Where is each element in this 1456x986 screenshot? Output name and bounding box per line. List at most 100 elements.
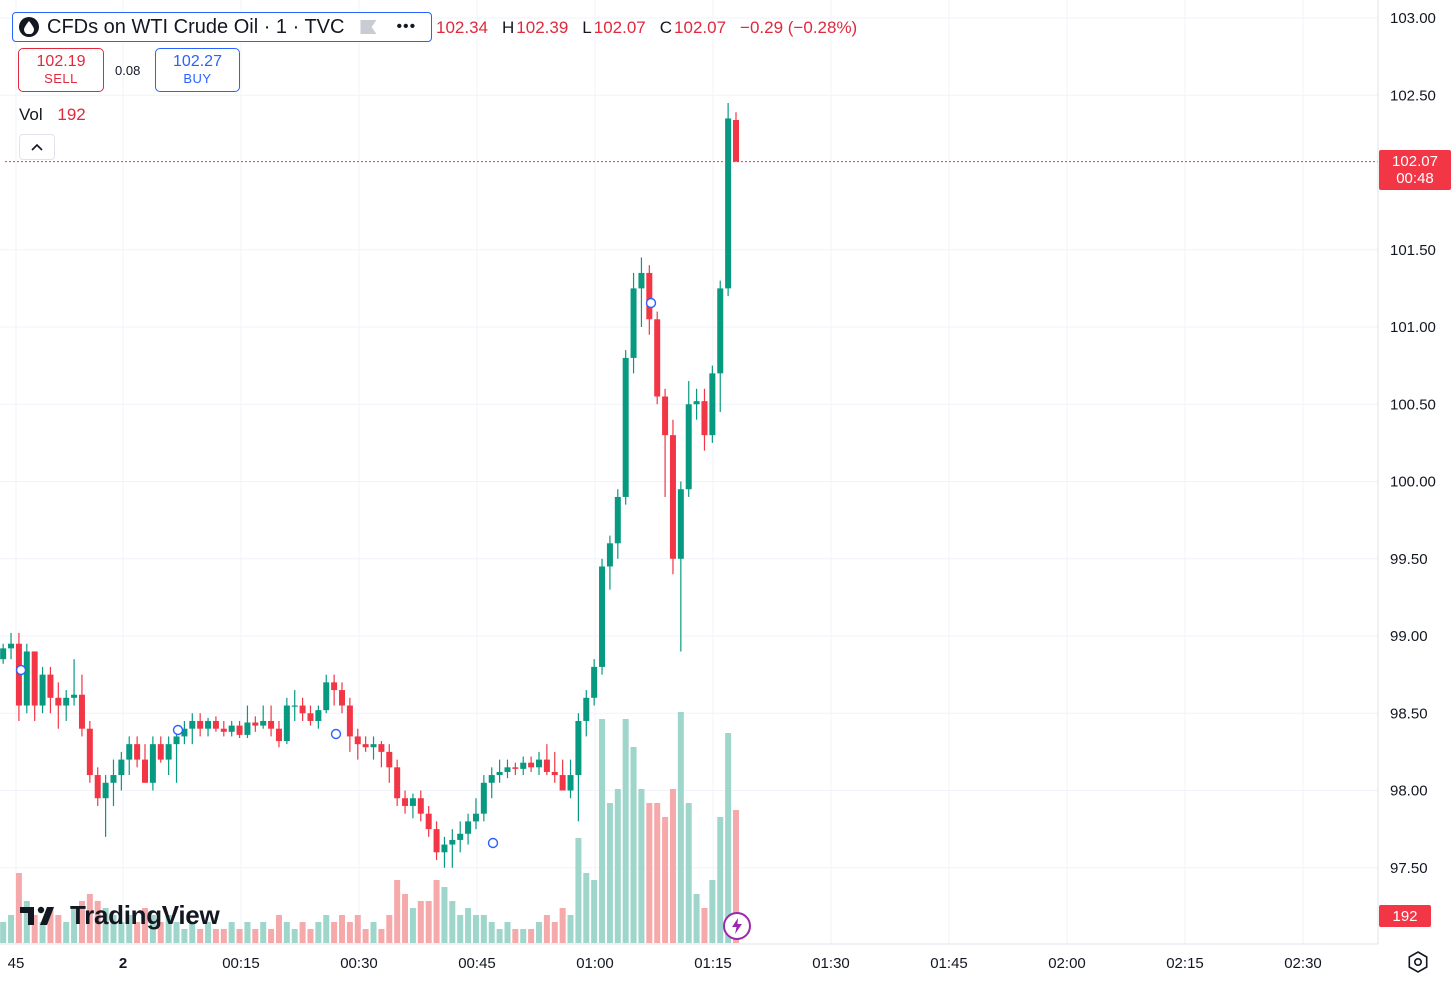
volume-bar — [465, 908, 472, 943]
candle-body — [559, 775, 566, 791]
event-marker-icon[interactable] — [330, 728, 342, 740]
volume-bar — [512, 929, 519, 943]
candle-body — [228, 725, 235, 732]
candle-body — [638, 272, 645, 289]
volume-legend-value: 192 — [57, 105, 86, 124]
collapse-legend-button[interactable] — [19, 134, 55, 160]
volume-bar — [662, 817, 669, 943]
volume-bar — [441, 887, 448, 943]
candle-body — [339, 690, 345, 706]
candle-body — [386, 751, 393, 768]
buy-button[interactable]: 102.27 BUY — [155, 48, 240, 92]
flag-icon[interactable] — [360, 20, 377, 34]
ohlc-change: −0.29 (−0.28%) — [740, 18, 858, 37]
volume-bars — [0, 712, 739, 943]
oil-drop-icon — [19, 17, 39, 37]
candle-body — [441, 844, 448, 853]
volume-bar — [142, 908, 148, 943]
volume-bar — [149, 915, 156, 943]
ohlc-high-value: 102.39 — [516, 18, 569, 37]
volume-price-tag: 192 — [1379, 905, 1431, 927]
candle-body — [362, 744, 369, 748]
volume-bar — [252, 929, 259, 943]
candle-body — [662, 396, 669, 436]
volume-bar — [291, 929, 298, 943]
candle-body — [685, 404, 692, 490]
time-tick-label: 02:15 — [1166, 955, 1204, 972]
volume-bar — [39, 922, 46, 943]
volume-bar — [402, 894, 409, 943]
event-marker-icon[interactable] — [487, 837, 499, 849]
candle-body — [71, 694, 78, 698]
candle-body — [47, 674, 54, 698]
chevron-up-icon — [31, 143, 43, 151]
volume-bar — [362, 929, 369, 943]
ohlc-low-key: L — [582, 18, 592, 37]
candle-body — [630, 288, 637, 358]
candle-body — [315, 710, 322, 721]
volume-bar — [685, 803, 692, 943]
volume-bar — [220, 929, 227, 943]
candle-body — [717, 288, 724, 374]
symbol-selector[interactable]: CFDs on WTI Crude Oil · 1 · TVC ••• — [12, 12, 432, 42]
price-tick-label: 100.50 — [1390, 396, 1436, 413]
time-tick-label: 02:00 — [1048, 955, 1086, 972]
event-markers — [15, 297, 657, 849]
volume-bar — [118, 922, 125, 943]
tradingview-logo[interactable]: TradingView — [20, 900, 220, 931]
candle-body — [378, 744, 385, 752]
candle-body — [402, 798, 409, 806]
volume-bar — [575, 838, 582, 943]
candle-body — [409, 798, 416, 806]
grid — [0, 0, 1378, 944]
volume-bar — [307, 929, 314, 943]
candle-body — [575, 720, 582, 776]
candle-body — [536, 759, 542, 768]
candle-body — [512, 767, 519, 769]
volume-bar — [614, 789, 621, 943]
sell-button[interactable]: 102.19 SELL — [18, 48, 104, 92]
ohlc-low-value: 102.07 — [593, 18, 646, 37]
candle-body — [220, 728, 227, 732]
volume-bar — [646, 803, 653, 943]
candle-body — [425, 813, 432, 830]
candle-body — [165, 744, 172, 760]
event-marker-icon[interactable] — [645, 297, 657, 309]
time-tick-label: 01:45 — [930, 955, 968, 972]
settings-icon[interactable] — [1406, 950, 1430, 974]
candle-body — [551, 771, 558, 776]
candle-body — [599, 566, 606, 667]
volume-bar — [536, 922, 542, 943]
time-axis[interactable]: 45 2 00:15 00:30 00:45 01:00 01:15 01:30 01:45 02… — [8, 955, 1322, 972]
ohlc-legend: 102.34 H 102.39 L 102.07 C 102.07 −0.29 (−0… — [436, 18, 857, 38]
volume-bar — [591, 880, 598, 943]
volume-bar — [78, 901, 85, 943]
volume-bar — [528, 929, 535, 943]
volume-bar — [433, 880, 440, 943]
candle-body — [31, 651, 38, 706]
volume-bar — [567, 915, 574, 943]
candle-body — [346, 705, 353, 737]
volume-bar — [551, 922, 558, 943]
event-marker-icon[interactable] — [172, 724, 184, 736]
price-tick-label: 98.00 — [1390, 783, 1428, 800]
volume-bar — [725, 733, 732, 943]
volume-bar — [504, 922, 511, 943]
candle-body — [78, 694, 85, 729]
last-price-tag: 102.07 00:48 — [1379, 150, 1451, 190]
ohlc-open-value: 102.34 — [436, 18, 488, 37]
lightning-icon[interactable] — [723, 912, 751, 940]
candle-body — [63, 697, 70, 706]
more-icon[interactable]: ••• — [396, 18, 417, 35]
price-axis[interactable]: 103.00 102.50 101.50 101.00 100.50 100.00 99.5… — [1390, 10, 1436, 877]
volume-bar — [212, 929, 219, 943]
bar-countdown: 00:48 — [1396, 170, 1434, 187]
candle-body — [606, 543, 613, 567]
event-marker-icon[interactable] — [15, 664, 27, 676]
volume-bar — [717, 817, 724, 943]
volume-bar — [520, 929, 527, 943]
candle-body — [110, 775, 117, 783]
buy-price: 102.27 — [173, 53, 222, 70]
tradingview-wordmark: TradingView — [70, 900, 220, 930]
